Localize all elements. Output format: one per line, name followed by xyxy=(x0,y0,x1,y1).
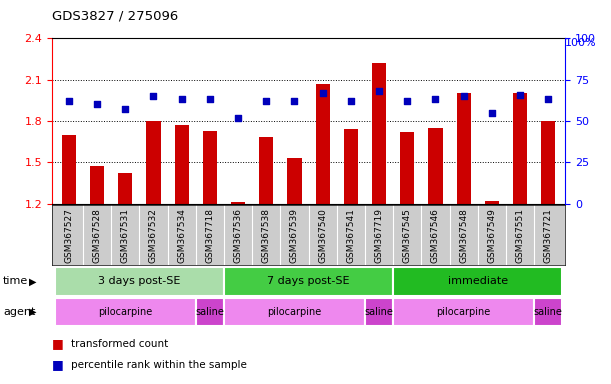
Point xyxy=(177,96,186,103)
Bar xyxy=(344,129,358,204)
Text: GSM367538: GSM367538 xyxy=(262,209,271,263)
Bar xyxy=(62,135,76,204)
Bar xyxy=(55,267,224,296)
Bar xyxy=(316,84,330,204)
Text: GSM367721: GSM367721 xyxy=(544,209,553,263)
Text: GSM367528: GSM367528 xyxy=(92,209,101,263)
Bar xyxy=(393,298,534,326)
Point xyxy=(120,106,130,113)
Bar xyxy=(485,201,499,204)
Point xyxy=(487,109,497,116)
Text: agent: agent xyxy=(3,307,35,317)
Bar xyxy=(400,132,414,204)
Text: GSM367719: GSM367719 xyxy=(375,209,384,263)
Text: saline: saline xyxy=(196,307,224,317)
Text: percentile rank within the sample: percentile rank within the sample xyxy=(71,360,247,370)
Text: GSM367540: GSM367540 xyxy=(318,209,327,263)
Text: GDS3827 / 275096: GDS3827 / 275096 xyxy=(52,10,178,23)
Point xyxy=(92,101,102,108)
Text: GSM367549: GSM367549 xyxy=(488,209,496,263)
Text: ▶: ▶ xyxy=(29,276,37,286)
Bar xyxy=(203,131,217,204)
Text: GSM367539: GSM367539 xyxy=(290,209,299,263)
Point xyxy=(403,98,412,104)
Text: GSM367546: GSM367546 xyxy=(431,209,440,263)
Text: 100%: 100% xyxy=(565,38,597,48)
Point xyxy=(64,98,74,104)
Bar xyxy=(90,166,104,204)
Text: transformed count: transformed count xyxy=(71,339,169,349)
Text: pilocarpine: pilocarpine xyxy=(98,307,152,317)
Bar xyxy=(224,267,393,296)
Point xyxy=(459,93,469,99)
Bar xyxy=(513,93,527,204)
Text: GSM367718: GSM367718 xyxy=(205,209,214,263)
Bar xyxy=(224,298,365,326)
Text: GSM367534: GSM367534 xyxy=(177,209,186,263)
Point xyxy=(515,91,525,98)
Bar xyxy=(365,298,393,326)
Text: GSM367536: GSM367536 xyxy=(233,209,243,263)
Bar xyxy=(196,298,224,326)
Text: GSM367532: GSM367532 xyxy=(149,209,158,263)
Bar xyxy=(231,202,245,204)
Bar xyxy=(287,158,301,204)
Bar xyxy=(372,63,386,204)
Bar xyxy=(534,298,562,326)
Text: ▶: ▶ xyxy=(29,307,37,317)
Bar xyxy=(393,267,562,296)
Point xyxy=(543,96,553,103)
Bar xyxy=(259,137,273,204)
Text: ■: ■ xyxy=(52,337,64,350)
Point xyxy=(233,114,243,121)
Point xyxy=(148,93,158,99)
Text: ■: ■ xyxy=(52,358,64,371)
Bar xyxy=(118,173,133,204)
Text: saline: saline xyxy=(365,307,393,317)
Text: GSM367551: GSM367551 xyxy=(516,209,525,263)
Text: GSM367531: GSM367531 xyxy=(121,209,130,263)
Text: GSM367548: GSM367548 xyxy=(459,209,468,263)
Bar xyxy=(55,298,196,326)
Point xyxy=(431,96,441,103)
Point xyxy=(374,88,384,94)
Text: pilocarpine: pilocarpine xyxy=(436,307,491,317)
Point xyxy=(346,98,356,104)
Text: GSM367545: GSM367545 xyxy=(403,209,412,263)
Text: saline: saline xyxy=(534,307,563,317)
Bar xyxy=(541,121,555,204)
Point xyxy=(205,96,214,103)
Text: GSM367541: GSM367541 xyxy=(346,209,356,263)
Text: immediate: immediate xyxy=(448,276,508,286)
Text: 7 days post-SE: 7 days post-SE xyxy=(267,276,350,286)
Text: time: time xyxy=(3,276,28,286)
Bar xyxy=(456,93,470,204)
Bar xyxy=(175,125,189,204)
Text: pilocarpine: pilocarpine xyxy=(268,307,321,317)
Bar xyxy=(147,121,161,204)
Point xyxy=(290,98,299,104)
Text: GSM367527: GSM367527 xyxy=(64,209,73,263)
Point xyxy=(262,98,271,104)
Text: 3 days post-SE: 3 days post-SE xyxy=(98,276,180,286)
Bar xyxy=(428,128,442,204)
Point xyxy=(318,90,327,96)
